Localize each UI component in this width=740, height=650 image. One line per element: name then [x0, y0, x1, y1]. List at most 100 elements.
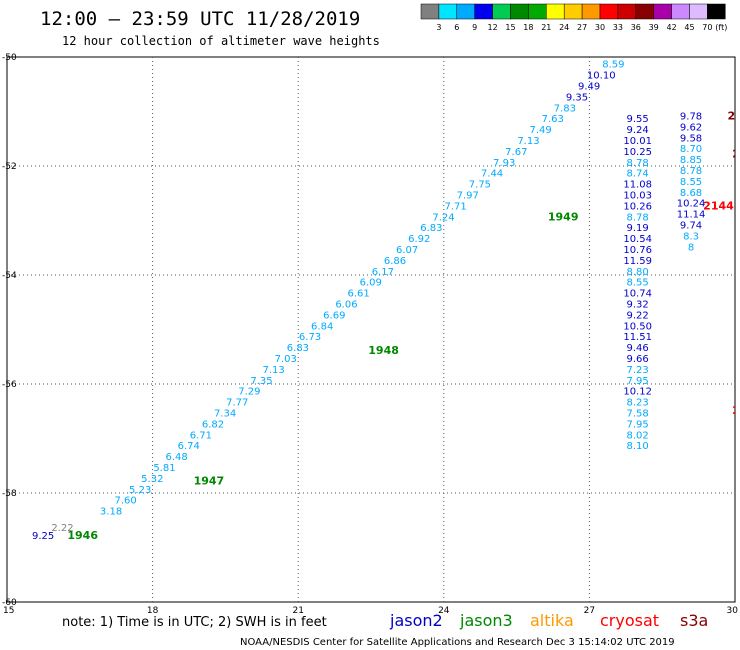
wave-height-points: 9.252.22 3.187.605.235.325.816.486.746.71… [32, 49, 706, 542]
color-scale-label: (ft) [715, 23, 727, 32]
x-tick-label: 21 [292, 606, 303, 616]
wave-height-value: 9.24 [627, 125, 649, 136]
y-tick-label: -56 [2, 380, 17, 390]
wave-height-value: 7.03 [275, 354, 297, 365]
wave-height-value: 11.51 [623, 332, 652, 343]
color-scale-label: 6 [454, 23, 459, 32]
color-scale-label: 42 [667, 23, 677, 32]
pass-label: 1947 [194, 475, 225, 488]
wave-height-value: 6.86 [384, 256, 406, 267]
wave-height-value: 11.59 [623, 256, 652, 267]
satellite-jason2: jason2 [389, 611, 443, 630]
wave-height-value: 7.29 [238, 387, 260, 398]
wave-height-value: 6.61 [347, 289, 369, 300]
wave-height-value: 10.26 [623, 201, 652, 212]
pass-label: 21 [735, 491, 740, 504]
color-scale-label: 70 [702, 23, 712, 32]
wave-height-value: 10.74 [623, 289, 652, 300]
wave-height-value: 6.69 [323, 310, 345, 321]
x-tick-label: 15 [3, 606, 14, 616]
wave-height-value: 8 [688, 242, 694, 253]
color-scale-label: 27 [577, 23, 587, 32]
wave-height-value: 6.73 [299, 332, 321, 343]
footer-note: note: 1) Time is in UTC; 2) SWH is in fe… [62, 615, 327, 630]
wave-height-value: 8.60 [614, 49, 636, 60]
wave-height-value: 9.58 [680, 133, 702, 144]
wave-height-value: 10.24 [677, 199, 706, 210]
wave-height-value: 9.66 [627, 354, 649, 365]
wave-height-value: 10.25 [623, 147, 652, 158]
wave-height-value: 9.25 [32, 531, 54, 542]
satellite-s3a: s3a [680, 611, 708, 630]
wave-height-value: 6.48 [165, 452, 187, 463]
wave-height-value: 5.23 [129, 485, 151, 496]
wave-height-value: 8.59 [602, 60, 624, 71]
wave-height-value: 9.49 [578, 81, 600, 92]
color-swatch [546, 3, 565, 20]
color-scale-label: 30 [595, 23, 605, 32]
y-tick-label: -50 [2, 53, 17, 63]
footer-credit: NOAA/NESDIS Center for Satellite Applica… [240, 637, 675, 648]
pass-label: 2143 [732, 404, 740, 417]
wave-height-value: 7.44 [481, 169, 503, 180]
wave-height-value: 8.85 [680, 155, 702, 166]
wave-height-value: 8.10 [627, 441, 649, 452]
pass-label: 1948 [368, 344, 399, 357]
color-scale-label: 12 [488, 23, 498, 32]
wave-height-value: 7.24 [432, 212, 454, 223]
color-scale-label: 9 [472, 23, 477, 32]
wave-height-value: 11.08 [623, 180, 652, 191]
color-swatch [617, 3, 637, 20]
wave-height-value: 7.95 [627, 419, 649, 430]
chart-subtitle: 12 hour collection of altimeter wave hei… [62, 34, 380, 48]
color-swatch [492, 3, 511, 20]
y-tick-label: -54 [2, 271, 17, 281]
wave-height-value: 8.78 [680, 166, 702, 177]
color-swatch [635, 3, 654, 20]
wave-height-value: 9.62 [680, 122, 702, 133]
wave-height-value: 7.67 [505, 147, 527, 158]
color-scale-label: 3 [436, 23, 441, 32]
wave-height-value: 7.58 [627, 408, 649, 419]
color-swatch [671, 3, 690, 20]
wave-height-value: 7.49 [529, 125, 551, 136]
y-tick-label: -58 [2, 489, 17, 499]
color-swatch [510, 3, 529, 20]
wave-height-value: 8.02 [627, 430, 649, 441]
wave-height-value: 8.3 [683, 231, 699, 242]
pass-label: 20 [732, 148, 740, 161]
wave-height-value: 7.75 [469, 180, 491, 191]
pass-number-labels: 1946 1947 1948 1949 2047 20 2144 2143 21 [67, 109, 740, 542]
x-tick-label: 27 [584, 606, 595, 616]
wave-height-value: 7.60 [114, 496, 136, 507]
pass-label: 1946 [67, 529, 98, 542]
wave-height-value: 7.13 [263, 365, 285, 376]
wave-height-value: 6.07 [396, 245, 418, 256]
wave-height-value: 8.80 [627, 267, 649, 278]
wave-height-value: 9.32 [627, 299, 649, 310]
grid-lines [7, 57, 735, 602]
wave-height-value: 7.97 [457, 190, 479, 201]
color-swatch [563, 3, 583, 20]
color-scale-label: 21 [541, 23, 551, 32]
wave-height-value: 10.76 [623, 245, 652, 256]
wave-height-value: 7.63 [542, 114, 564, 125]
color-scale-label: 45 [684, 23, 694, 32]
wave-height-value: 10.03 [623, 190, 652, 201]
pass-label: 2047 [727, 109, 740, 122]
color-scale-label: 24 [559, 23, 569, 32]
wave-height-value: 10.01 [623, 136, 652, 147]
plot-area: 9.252.22 3.187.605.235.325.816.486.746.71… [32, 49, 740, 542]
x-tick-label: 30 [727, 606, 739, 616]
wave-height-value: 8.68 [680, 188, 702, 199]
wave-height-value: 7.83 [554, 103, 576, 114]
chart-title: 12:00 – 23:59 UTC 11/28/2019 [40, 8, 360, 30]
wave-height-value: 10.12 [623, 387, 652, 398]
wave-height-value: 8.55 [680, 177, 702, 188]
y-tick-label: -60 [2, 598, 17, 608]
wave-height-value: 10.10 [587, 71, 616, 82]
color-swatch [474, 3, 493, 20]
wave-height-value: 6.92 [408, 234, 430, 245]
wave-height-value: 8.55 [627, 278, 649, 289]
